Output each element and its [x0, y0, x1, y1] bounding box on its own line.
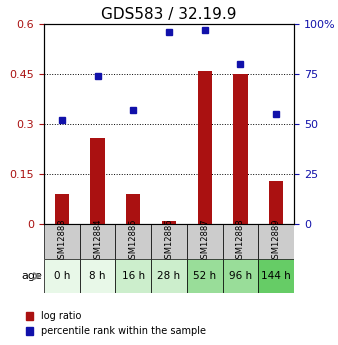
Bar [162, 221, 176, 224]
Text: 96 h: 96 h [229, 271, 252, 281]
Text: GSM12887: GSM12887 [200, 219, 209, 264]
FancyBboxPatch shape [80, 224, 115, 259]
FancyBboxPatch shape [223, 224, 258, 259]
FancyBboxPatch shape [151, 224, 187, 259]
Bar [198, 71, 212, 224]
FancyBboxPatch shape [151, 259, 187, 293]
Bar [233, 74, 248, 224]
Bar [55, 194, 69, 224]
FancyBboxPatch shape [44, 259, 80, 293]
Text: 16 h: 16 h [122, 271, 145, 281]
FancyBboxPatch shape [187, 224, 223, 259]
Text: 0 h: 0 h [54, 271, 70, 281]
FancyBboxPatch shape [115, 224, 151, 259]
Text: age: age [21, 271, 42, 281]
Bar [269, 181, 283, 224]
Bar [90, 138, 105, 224]
FancyBboxPatch shape [258, 224, 294, 259]
Text: GSM12886: GSM12886 [165, 219, 173, 264]
FancyBboxPatch shape [115, 259, 151, 293]
Text: 8 h: 8 h [89, 271, 106, 281]
Text: GSM12885: GSM12885 [129, 219, 138, 264]
FancyBboxPatch shape [44, 224, 80, 259]
Text: 52 h: 52 h [193, 271, 216, 281]
FancyBboxPatch shape [258, 259, 294, 293]
Text: GSM12889: GSM12889 [272, 219, 281, 264]
Text: GSM12883: GSM12883 [57, 219, 66, 264]
Text: GSM12888: GSM12888 [236, 219, 245, 264]
FancyBboxPatch shape [223, 259, 258, 293]
Title: GDS583 / 32.19.9: GDS583 / 32.19.9 [101, 7, 237, 22]
Text: GSM12884: GSM12884 [93, 219, 102, 264]
FancyBboxPatch shape [187, 259, 223, 293]
Text: 28 h: 28 h [158, 271, 180, 281]
FancyBboxPatch shape [80, 259, 115, 293]
Text: 144 h: 144 h [261, 271, 291, 281]
Bar [126, 194, 140, 224]
Legend: log ratio, percentile rank within the sample: log ratio, percentile rank within the sa… [22, 307, 210, 340]
